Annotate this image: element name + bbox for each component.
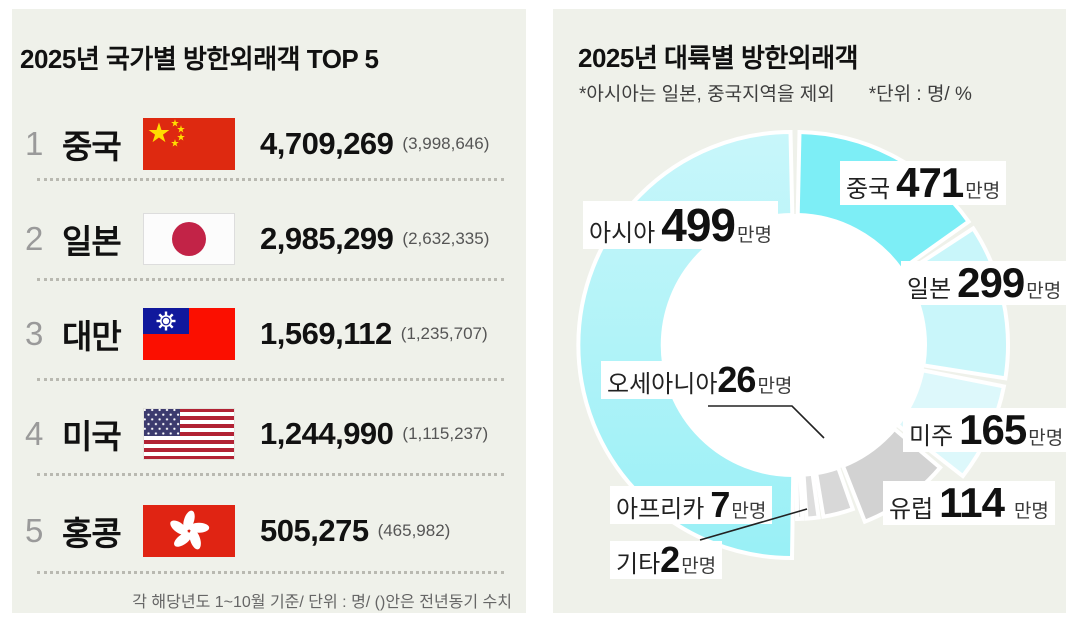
usa-flag xyxy=(143,408,235,460)
top5-countries-panel: 2025년 국가별 방한외래객 TOP 5 1 중국 ★ ★ ★ ★ ★ 4,7… xyxy=(12,9,526,613)
label-africa: 아프리카 7 만명 xyxy=(610,486,773,524)
visitor-count: 4,709,269 xyxy=(260,126,394,161)
rank-row-china: 1 중국 ★ ★ ★ ★ ★ 4,709,269 (3,998,646) xyxy=(12,118,526,170)
label-china: 중국 471 만명 xyxy=(840,161,1007,205)
dotted-divider xyxy=(37,178,504,181)
country-name: 홍콩 xyxy=(62,515,122,552)
donut-segment-오세아니아 xyxy=(813,465,856,520)
dotted-divider xyxy=(37,473,504,476)
rank-number: 4 xyxy=(25,415,44,452)
previous-year-count: (3,998,646) xyxy=(402,134,490,153)
svg-text:★: ★ xyxy=(171,119,180,130)
donut-segment-기타 xyxy=(794,472,805,522)
country-name: 일본 xyxy=(62,223,122,260)
label-americas: 미주 165 만명 xyxy=(903,408,1070,452)
right-panel-notes: *아시아는 일본, 중국지역을 제외 *단위 : 명/ % xyxy=(579,79,972,106)
label-japan: 일본 299 만명 xyxy=(901,261,1068,305)
japan-flag xyxy=(143,213,235,265)
dotted-divider xyxy=(37,571,504,574)
previous-year-count: (465,982) xyxy=(377,521,451,540)
visitor-count: 1,569,112 xyxy=(260,316,392,351)
rank-number: 5 xyxy=(25,512,44,549)
taiwan-flag xyxy=(143,308,235,360)
rank-row-usa: 4 미국 xyxy=(12,408,526,460)
country-name: 미국 xyxy=(62,418,122,455)
svg-text:★: ★ xyxy=(177,133,186,144)
svg-text:★: ★ xyxy=(147,118,171,148)
country-name: 중국 xyxy=(62,128,122,165)
svg-text:★: ★ xyxy=(171,139,180,150)
left-panel-footnote: 각 해당년도 1~10월 기준/ 단위 : 명/ ()안은 전년동기 수치 xyxy=(132,594,512,611)
note-asia-exclusion: *아시아는 일본, 중국지역을 제외 xyxy=(579,84,835,105)
label-europe: 유럽 114 만명 xyxy=(883,481,1055,525)
visitor-count: 1,244,990 xyxy=(260,416,394,451)
dotted-divider xyxy=(37,378,504,381)
note-unit: *단위 : 명/ % xyxy=(868,84,972,105)
rank-number: 1 xyxy=(25,125,44,162)
continent-donut-panel: 2025년 대륙별 방한외래객 *아시아는 일본, 중국지역을 제외 *단위 :… xyxy=(553,9,1070,613)
rank-number: 2 xyxy=(25,220,44,257)
visitor-count: 2,985,299 xyxy=(260,221,394,256)
left-panel-title: 2025년 국가별 방한외래객 TOP 5 xyxy=(20,44,379,74)
previous-year-count: (2,632,335) xyxy=(402,229,490,248)
country-name: 대만 xyxy=(62,318,122,355)
previous-year-count: (1,235,707) xyxy=(400,324,488,343)
rank-row-hongkong: 5 홍콩 505,275 (465,982) xyxy=(12,505,526,557)
china-flag: ★ ★ ★ ★ ★ xyxy=(143,118,235,170)
hongkong-flag xyxy=(143,505,235,557)
label-asia: 아시아 499 만명 xyxy=(583,201,778,249)
donut-segment-아프리카 xyxy=(801,471,821,521)
rank-number: 3 xyxy=(25,315,44,352)
rank-row-taiwan: 3 대만 1,569,112 (1,235 xyxy=(12,308,526,360)
label-oceania: 오세아니아 26 만명 xyxy=(601,361,799,399)
label-etc: 기타 2 만명 xyxy=(610,541,723,579)
rank-row-japan: 2 일본 2,985,299 (2,632,335) xyxy=(12,213,526,265)
previous-year-count: (1,115,237) xyxy=(402,424,489,443)
visitor-count: 505,275 xyxy=(260,513,369,548)
svg-text:★: ★ xyxy=(177,125,186,136)
dotted-divider xyxy=(37,278,504,281)
right-panel-title: 2025년 대륙별 방한외래객 xyxy=(578,43,859,73)
